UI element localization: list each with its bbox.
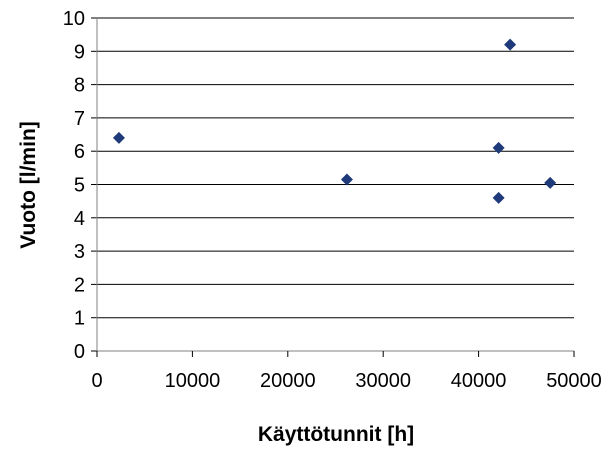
- x-axis-title: Käyttötunnit [h]: [258, 423, 414, 446]
- x-tick-label: 10000: [165, 370, 221, 392]
- y-axis-title: Vuoto [l/min]: [17, 121, 40, 249]
- y-tick-label: 5: [74, 175, 85, 197]
- x-tick-label: 50000: [546, 370, 602, 392]
- x-tick-label: 0: [91, 370, 102, 392]
- data-point: [492, 141, 505, 154]
- axes: [91, 17, 575, 357]
- x-tick-label: 30000: [355, 370, 411, 392]
- data-point: [112, 131, 125, 144]
- y-tick-label: 10: [63, 8, 85, 30]
- y-tick-label: 4: [74, 208, 85, 230]
- y-tick-label: 8: [74, 75, 85, 97]
- y-tick-label: 2: [74, 274, 85, 296]
- y-tick-label: 6: [74, 141, 85, 163]
- y-tick-label: 0: [74, 341, 85, 363]
- data-point: [340, 173, 353, 186]
- tick-labels: 0 1 2 3 4 5 6 7 8 9 10 0 10000 20000 30000 40000 50000: [63, 8, 602, 392]
- y-tick-label: 3: [74, 241, 85, 263]
- y-tick-label: 1: [74, 308, 85, 330]
- x-tick-label: 20000: [260, 370, 316, 392]
- y-tick-label: 7: [74, 108, 85, 130]
- y-tick-label: 9: [74, 41, 85, 63]
- data-point: [504, 38, 517, 51]
- data-point: [544, 176, 557, 189]
- x-tick-label: 40000: [451, 370, 507, 392]
- gridlines: [97, 17, 574, 319]
- data-point: [492, 191, 505, 204]
- data-points: [112, 38, 557, 204]
